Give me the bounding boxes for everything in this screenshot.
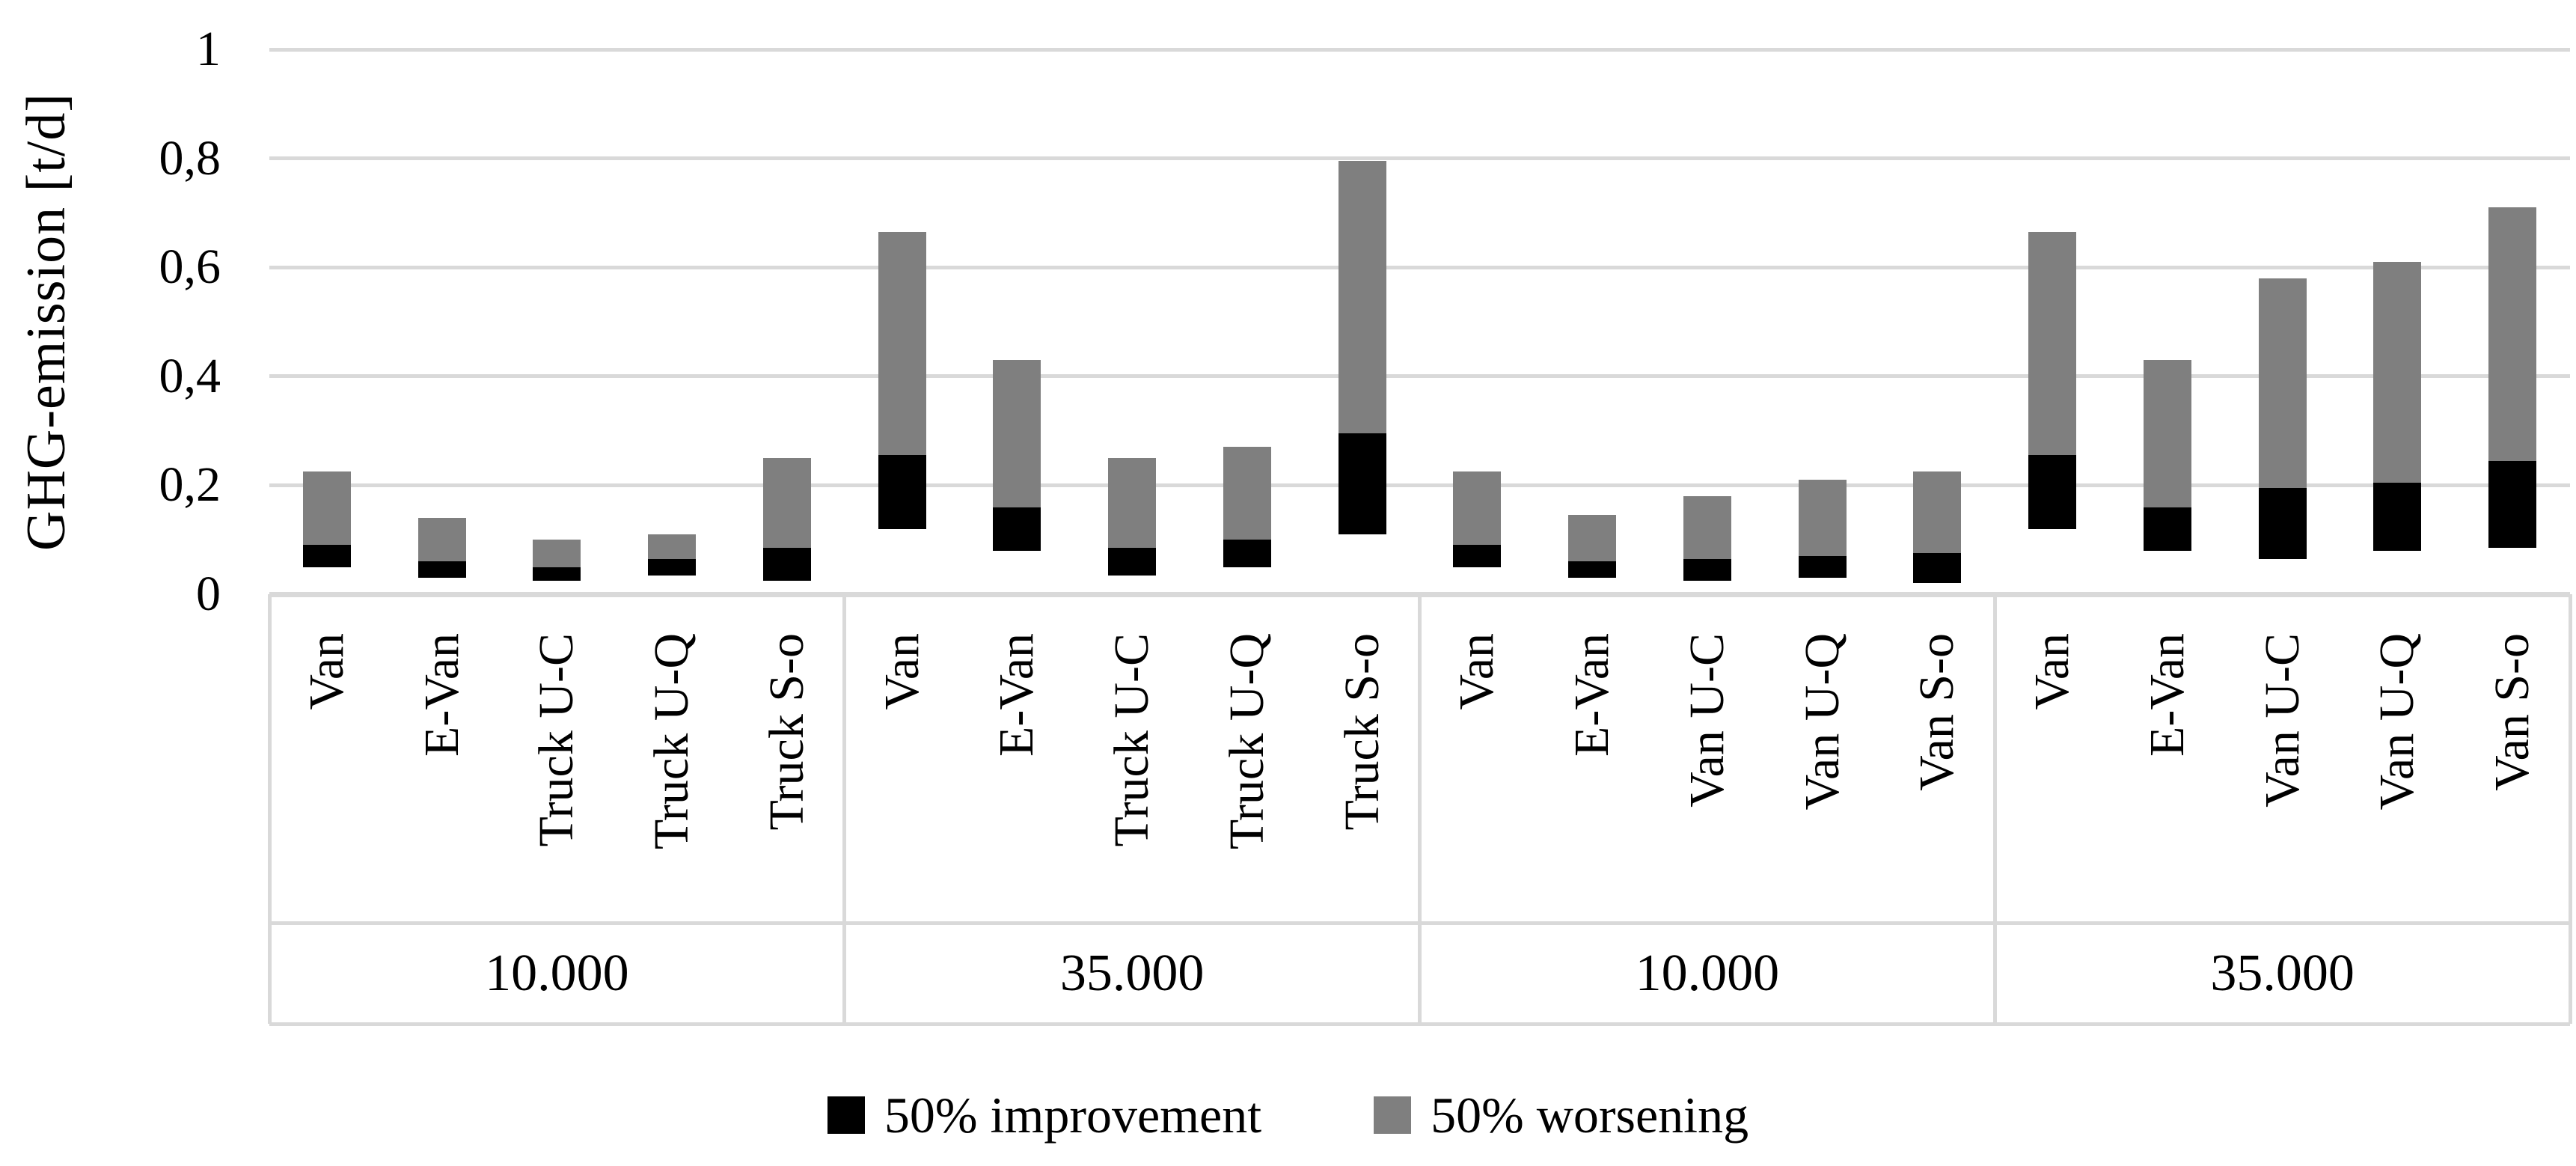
y-tick-label: 0,8: [159, 130, 221, 186]
category-label: Van U-C: [1679, 633, 1734, 808]
category-label: Van S-o: [1909, 633, 1965, 791]
bar-segment-worsening: [2488, 207, 2537, 461]
group-label: 35.000: [2210, 944, 2355, 1002]
y-tick-label: 0: [196, 567, 221, 621]
bar-segment-worsening: [2258, 278, 2307, 489]
bar-segment-improvement: [533, 567, 581, 581]
y-tick-label: 0,6: [159, 239, 221, 295]
bar-segment-improvement: [2488, 460, 2537, 549]
category-label: Van: [874, 633, 929, 710]
axis-group-separator: [1992, 594, 1997, 1024]
category-label: E-Van: [414, 633, 469, 757]
axis-group-separator: [1418, 594, 1422, 1024]
bar-segment-worsening: [1338, 161, 1386, 434]
category-label: Van U-Q: [1794, 633, 1850, 811]
bar-segment-worsening: [993, 359, 1041, 507]
legend-label: 50% improvement: [884, 1087, 1262, 1144]
legend: 50% improvement 50% worsening: [0, 1078, 2576, 1153]
bar-segment-worsening: [1108, 458, 1157, 549]
bar-segment-worsening: [1453, 471, 1502, 546]
bar-segment-worsening: [762, 458, 811, 549]
legend-label: 50% worsening: [1431, 1087, 1749, 1144]
axis-group-separator: [842, 594, 847, 1024]
category-label: E-Van: [989, 633, 1044, 757]
legend-swatch-worsening: [1374, 1096, 1412, 1134]
bar-segment-improvement: [878, 455, 926, 529]
category-label: Van U-Q: [2370, 633, 2425, 811]
category-label: Truck U-Q: [1219, 633, 1274, 850]
legend-item: 50% worsening: [1374, 1078, 1749, 1153]
gridline: [269, 374, 2570, 379]
legend-item: 50% improvement: [827, 1078, 1261, 1153]
group-label: 10.000: [485, 944, 629, 1002]
category-label: E-Van: [2139, 633, 2194, 757]
bar-segment-worsening: [1913, 471, 1962, 554]
bar-segment-improvement: [2028, 455, 2077, 529]
bar-segment-worsening: [2143, 359, 2191, 507]
bar-segment-worsening: [1798, 480, 1847, 557]
bar-segment-improvement: [2143, 507, 2191, 551]
bar-segment-worsening: [417, 518, 466, 562]
y-tick-label: 0,4: [159, 348, 221, 403]
axis-row-border: [269, 1022, 2570, 1026]
category-label: Van: [299, 633, 354, 710]
category-label: E-Van: [1564, 633, 1620, 757]
y-tick-label: 0,2: [159, 457, 221, 513]
bar-segment-improvement: [1913, 553, 1962, 584]
category-label: Van S-o: [2485, 633, 2540, 791]
category-label: Van: [2025, 633, 2080, 710]
group-label: 10.000: [1635, 944, 1780, 1002]
bar-segment-worsening: [302, 471, 351, 546]
category-label: Truck U-C: [529, 633, 584, 847]
bar-segment-improvement: [2373, 482, 2422, 551]
gridline: [269, 47, 2570, 52]
legend-swatch-improvement: [827, 1096, 865, 1134]
bar-segment-improvement: [1798, 556, 1847, 579]
gridline: [269, 265, 2570, 269]
bar-segment-worsening: [878, 231, 926, 456]
bar-segment-improvement: [1338, 433, 1386, 534]
category-label: Truck S-o: [759, 633, 814, 831]
bar-segment-improvement: [302, 545, 351, 567]
bar-segment-improvement: [1453, 545, 1502, 567]
category-label: Van: [1449, 633, 1505, 710]
category-label: Truck U-Q: [644, 633, 700, 850]
axis-group-separator: [267, 594, 272, 1024]
bar-segment-improvement: [1568, 561, 1617, 579]
axis-group-separator: [2568, 594, 2572, 1024]
bar-segment-worsening: [1568, 515, 1617, 562]
bar-segment-improvement: [993, 507, 1041, 551]
bar-segment-worsening: [1683, 495, 1731, 559]
bar-segment-improvement: [1683, 558, 1731, 581]
bar-segment-improvement: [648, 558, 697, 576]
axis-row-border: [269, 921, 2570, 925]
bar-segment-improvement: [1223, 540, 1271, 567]
bar-segment-worsening: [2028, 231, 2077, 456]
bar-segment-improvement: [1108, 548, 1157, 576]
bar-segment-worsening: [2373, 261, 2422, 483]
category-label: Van U-C: [2254, 633, 2310, 808]
bar-segment-improvement: [762, 548, 811, 581]
bar-segment-improvement: [2258, 488, 2307, 559]
bar-segment-worsening: [533, 540, 581, 567]
bar-segment-worsening: [1223, 447, 1271, 540]
y-tick-label: 1: [196, 22, 221, 76]
bar-segment-improvement: [417, 561, 466, 579]
group-label: 35.000: [1059, 944, 1205, 1002]
bar-segment-worsening: [648, 534, 697, 559]
gridline: [269, 483, 2570, 487]
category-label: Truck S-o: [1334, 633, 1389, 831]
gridline: [269, 156, 2570, 161]
category-label: Truck U-C: [1104, 633, 1160, 847]
